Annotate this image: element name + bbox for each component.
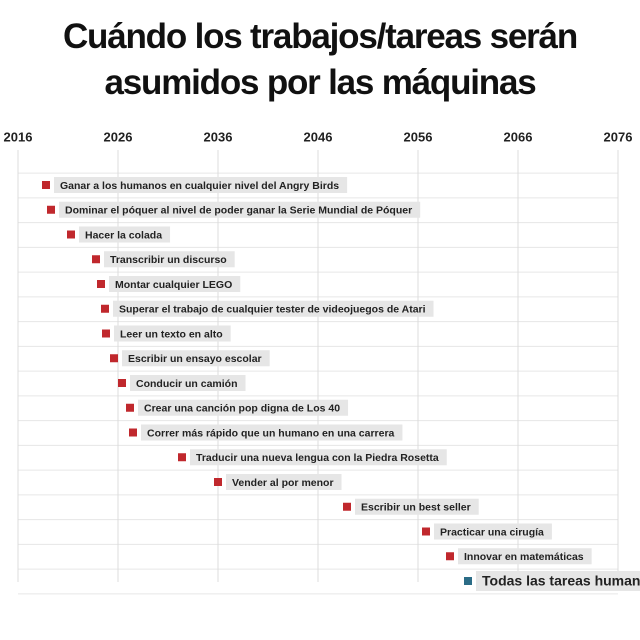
label-box — [104, 251, 235, 268]
category-label: Montar cualquier LEGO — [115, 279, 232, 291]
marker — [464, 577, 472, 585]
chart-title: Cuándo los trabajos/tareas serán asumido… — [62, 17, 578, 102]
marker — [110, 354, 118, 363]
row: Dominar el póquer al nivel de poder gana… — [47, 201, 421, 218]
row: Practicar una cirugía — [422, 523, 552, 540]
row: Crear una canción pop digna de Los 40 — [126, 399, 349, 416]
label-box — [122, 350, 270, 367]
category-label: Escribir un best seller — [361, 502, 471, 514]
x-tick-label: 2056 — [404, 129, 433, 144]
label-box — [226, 474, 342, 490]
marker — [101, 304, 109, 313]
x-tick-label: 2036 — [204, 129, 233, 144]
category-label: Correr más rápido que un humano en una c… — [147, 427, 395, 439]
label-box — [113, 300, 434, 317]
row: Montar cualquier LEGO — [97, 276, 241, 292]
category-label: Escribir un ensayo escolar — [128, 353, 262, 365]
label-box — [109, 276, 241, 292]
marker — [343, 502, 351, 511]
row: Superar el trabajo de cualquier tester d… — [101, 300, 434, 317]
category-label: Innovar en matemáticas — [464, 551, 584, 563]
marker — [422, 527, 430, 536]
x-tick-label: 2076 — [604, 129, 633, 144]
row: Conducir un camión — [118, 375, 246, 391]
marker — [446, 552, 454, 561]
label-box — [434, 523, 552, 540]
category-label: Vender al por menor — [232, 477, 334, 489]
label-box — [114, 325, 231, 342]
label-box — [458, 548, 592, 565]
x-tick-label: 2016 — [4, 129, 33, 144]
category-label: Transcribir un discurso — [110, 254, 227, 266]
category-label: Superar el trabajo de cualquier tester d… — [119, 304, 426, 316]
label-box — [79, 226, 171, 243]
category-label: Practicar una cirugía — [440, 526, 544, 538]
label-box — [355, 498, 479, 515]
row: Leer un texto en alto — [102, 325, 231, 342]
marker — [102, 329, 110, 338]
label-box — [141, 424, 403, 441]
row: Hacer la colada — [67, 226, 171, 243]
row: Vender al por menor — [214, 474, 342, 490]
row: Todas las tareas humanas — [464, 571, 640, 591]
marker — [47, 205, 55, 214]
row: Innovar en matemáticas — [446, 548, 592, 565]
marker — [129, 428, 137, 437]
category-label: Leer un texto en alto — [120, 328, 223, 340]
marker — [67, 230, 75, 239]
category-label: Ganar a los humanos en cualquier nivel d… — [60, 180, 339, 192]
label-box — [190, 449, 447, 466]
category-label: Crear una canción pop digna de Los 40 — [144, 403, 340, 415]
x-tick-label: 2046 — [304, 129, 333, 144]
marker — [178, 453, 186, 462]
category-label: Hacer la colada — [85, 229, 162, 241]
marker — [126, 403, 134, 412]
marker — [42, 181, 50, 189]
category-label: Dominar el póquer al nivel de poder gana… — [65, 205, 412, 217]
row: Escribir un ensayo escolar — [110, 350, 270, 367]
category-label: Conducir un camión — [136, 378, 238, 390]
x-tick-label: 2026 — [104, 129, 133, 144]
row: Ganar a los humanos en cualquier nivel d… — [42, 177, 348, 193]
row: Correr más rápido que un humano en una c… — [129, 424, 403, 441]
marker — [97, 280, 105, 288]
x-tick-label: 2066 — [504, 129, 533, 144]
row: Traducir una nueva lengua con la Piedra … — [178, 449, 447, 466]
row: Escribir un best seller — [343, 498, 479, 515]
category-label: Todas las tareas humanas — [482, 573, 640, 589]
marker — [118, 379, 126, 387]
marker — [92, 255, 100, 264]
label-box — [54, 177, 348, 193]
category-label: Traducir una nueva lengua con la Piedra … — [196, 452, 439, 464]
label-box — [476, 571, 640, 591]
marker — [214, 478, 222, 486]
label-box — [59, 201, 421, 218]
label-box — [130, 375, 246, 391]
label-box — [138, 399, 349, 416]
row: Transcribir un discurso — [92, 251, 235, 268]
